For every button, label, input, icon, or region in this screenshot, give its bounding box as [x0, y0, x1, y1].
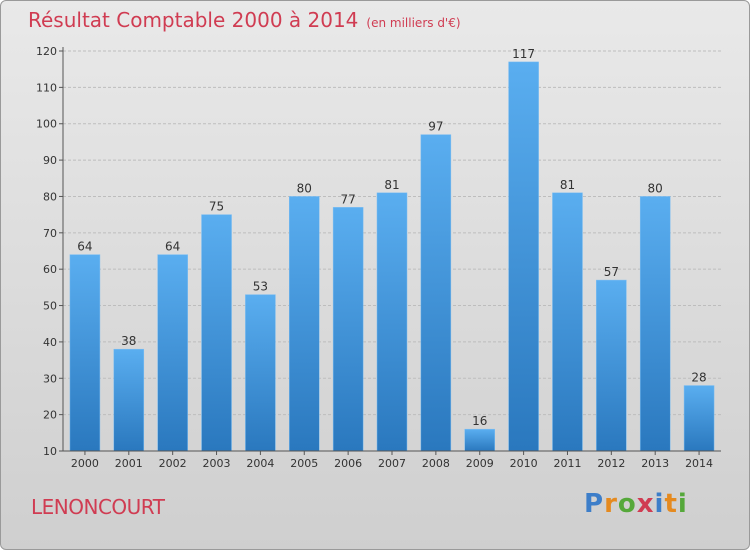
bar	[245, 294, 276, 452]
logo-letter: r	[604, 489, 618, 519]
data-label: 38	[121, 334, 136, 348]
y-tick-label: 90	[43, 154, 57, 167]
logo-letter: P	[584, 489, 605, 519]
y-tick-label: 40	[43, 336, 57, 349]
data-label: 81	[560, 178, 575, 192]
x-tick-label: 2004	[246, 457, 274, 470]
data-label: 64	[165, 240, 180, 254]
logo-letter: x	[636, 489, 655, 519]
x-tick-label: 2011	[553, 457, 581, 470]
bar	[201, 214, 232, 452]
x-tick-label: 2000	[71, 457, 99, 470]
bar-chart: 64 38 64 75 53 80 77 81 97 16 117 81 57 80 28 10 20 30 40…	[36, 45, 721, 470]
logo-letter: t	[664, 489, 678, 519]
y-tick-label: 50	[43, 300, 57, 313]
bar	[639, 196, 671, 452]
data-label: 64	[77, 240, 92, 254]
bar	[376, 192, 408, 452]
data-label: 28	[691, 371, 706, 385]
bar	[464, 428, 495, 452]
x-tick-label: 2001	[115, 457, 143, 470]
y-tick-label: 20	[43, 409, 57, 422]
bar	[552, 192, 583, 452]
data-label: 16	[472, 414, 487, 428]
chart-title: Résultat Comptable 2000 à 2014 (en millie…	[28, 8, 461, 32]
bar	[157, 254, 188, 452]
proxiti-logo: Proxiti	[584, 489, 688, 519]
x-tick-label: 2006	[334, 457, 362, 470]
logo-letter: i	[677, 489, 688, 519]
bar	[596, 279, 627, 452]
x-tick-label: 2012	[597, 457, 625, 470]
x-tick-label: 2002	[159, 457, 187, 470]
data-label: 117	[512, 47, 535, 61]
y-tick-label: 80	[43, 190, 57, 203]
logo-letter: i	[654, 489, 665, 519]
y-tick-label: 120	[36, 45, 57, 58]
logo-letter: o	[617, 489, 637, 519]
y-tick-label: 60	[43, 263, 57, 276]
x-tick-label: 2014	[685, 457, 713, 470]
y-tick-label: 100	[36, 118, 57, 131]
y-tick-label: 70	[43, 227, 57, 240]
bar	[683, 385, 715, 452]
chart-subtitle: (en milliers d'€)	[366, 16, 461, 30]
x-tick-label: 2010	[510, 457, 538, 470]
y-tick-label: 110	[36, 81, 57, 94]
bar	[420, 134, 452, 452]
x-tick-label: 2003	[203, 457, 231, 470]
data-label: 75	[209, 200, 224, 214]
data-label: 57	[604, 265, 619, 279]
data-label: 97	[428, 120, 443, 134]
data-label: 81	[384, 178, 399, 192]
x-tick-label: 2008	[422, 457, 450, 470]
bar	[113, 348, 145, 452]
x-tick-label: 2013	[641, 457, 669, 470]
data-label: 80	[648, 181, 663, 195]
x-tick-label: 2009	[466, 457, 494, 470]
bar	[289, 196, 320, 452]
data-label: 80	[297, 181, 312, 195]
x-tick-label: 2005	[290, 457, 318, 470]
y-tick-label: 10	[43, 445, 57, 458]
data-label: 77	[340, 192, 355, 206]
bar	[69, 254, 101, 452]
bar	[508, 61, 539, 452]
bar	[332, 207, 364, 452]
commune-name: LENONCOURT	[31, 495, 165, 519]
y-tick-label: 30	[43, 372, 57, 385]
data-label: 53	[253, 280, 268, 294]
x-tick-label: 2007	[378, 457, 406, 470]
